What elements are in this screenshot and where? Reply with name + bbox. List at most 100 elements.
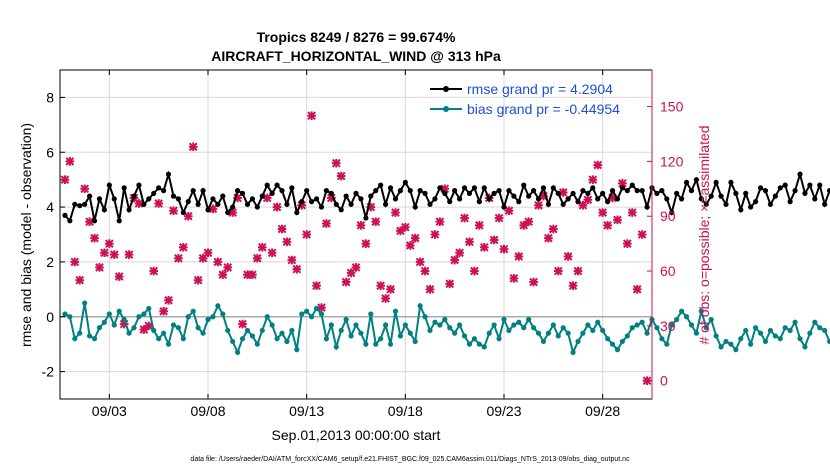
legend-marker [443,106,449,112]
rmse-point [269,190,275,196]
bias-point [738,336,744,342]
rmse-point [299,199,305,205]
bias-point [817,325,823,331]
bias-point [693,330,700,336]
bias-point [461,333,468,339]
y-tick-label-right: 120 [660,153,684,169]
bias-point [447,325,453,331]
bias-point [644,330,650,336]
obs-assimilated-marker [499,244,509,254]
obs-assimilated-marker [154,199,163,208]
rmse-point [91,218,98,224]
bias-point [190,308,196,314]
bias-point [304,308,310,314]
bias-point [264,314,270,320]
rmse-point [683,179,690,186]
bias-point [822,327,828,334]
obs-assimilated-marker [253,253,262,263]
bias-point [669,322,675,328]
rmse-point [565,196,571,202]
bias-point [407,330,413,336]
obs-assimilated-marker [376,281,385,290]
rmse-point [225,209,231,216]
rmse-point [175,196,181,202]
bias-point [67,314,73,320]
y-axis-label-left: rmse and bias (model - observation) [18,123,34,347]
bias-point [333,344,339,350]
rmse-point [422,190,428,196]
rmse-point [738,207,744,213]
obs-assimilated-marker [593,160,603,170]
bias-point [802,344,808,350]
rmse-point [378,182,384,188]
bias-point [703,325,709,331]
rmse-point [323,188,329,194]
obs-assimilated-marker [553,266,563,276]
obs-assimilated-marker [282,237,292,247]
bias-point [309,314,315,320]
rmse-point [254,204,260,210]
rmse-point [417,188,423,194]
y-tick-label-left: 6 [46,144,54,160]
obs-assimilated-marker [391,208,400,217]
obs-assimilated-marker [213,257,223,267]
rmse-point [713,179,719,186]
bias-point [136,314,142,320]
obs-assimilated-marker [475,221,484,230]
obs-assimilated-marker [124,250,134,259]
rmse-point [274,182,280,188]
rmse-point [718,193,724,199]
bias-point [560,325,566,331]
bias-point [614,347,621,353]
bias-point [170,322,177,328]
bias-point [511,322,517,328]
obs-assimilated-marker [203,248,213,258]
rmse-point [412,204,418,210]
rmse-point [748,204,754,210]
legend-marker [443,86,449,92]
bias-point [289,327,295,334]
bias-point [659,336,665,342]
y-tick-label-right: 0 [660,373,668,389]
bias-point [501,316,507,323]
rmse-point [688,188,695,194]
obs-assimilated-marker [514,252,524,261]
bias-point [141,311,147,317]
obs-assimilated-marker [430,230,440,239]
obs-assimilated-marker [598,208,607,217]
rmse-point [156,185,162,191]
rmse-point [728,179,734,186]
rmse-point [383,201,389,207]
y-tick-label-left: 2 [46,254,54,270]
bias-point [249,333,255,339]
obs-assimilated-marker [618,179,627,188]
rmse-point [264,182,270,188]
y-tick-label-right: 150 [660,99,684,115]
bias-point [254,341,260,347]
rmse-point [674,190,680,196]
rmse-point [392,196,399,202]
bias-point [244,327,251,334]
obs-assimilated-marker [223,263,233,272]
rmse-point [531,188,537,194]
rmse-point [526,193,532,199]
bias-point [605,336,611,342]
rmse-point [575,199,581,205]
rmse-point [476,199,482,205]
obs-assimilated-marker [568,281,578,290]
bias-point [679,308,685,314]
rmse-point [116,218,122,224]
rmse-point [496,188,502,194]
bias-point [506,327,512,334]
rmse-point [180,209,186,216]
bias-point [688,322,695,328]
rmse-point [131,193,137,199]
bias-point [664,341,670,347]
bias-point [96,325,103,331]
obs-assimilated-marker [109,250,119,259]
obs-assimilated-marker [65,157,75,166]
bias-point [585,322,591,328]
obs-assimilated-marker [193,275,203,285]
rmse-point [220,193,226,199]
rmse-point [294,209,300,216]
